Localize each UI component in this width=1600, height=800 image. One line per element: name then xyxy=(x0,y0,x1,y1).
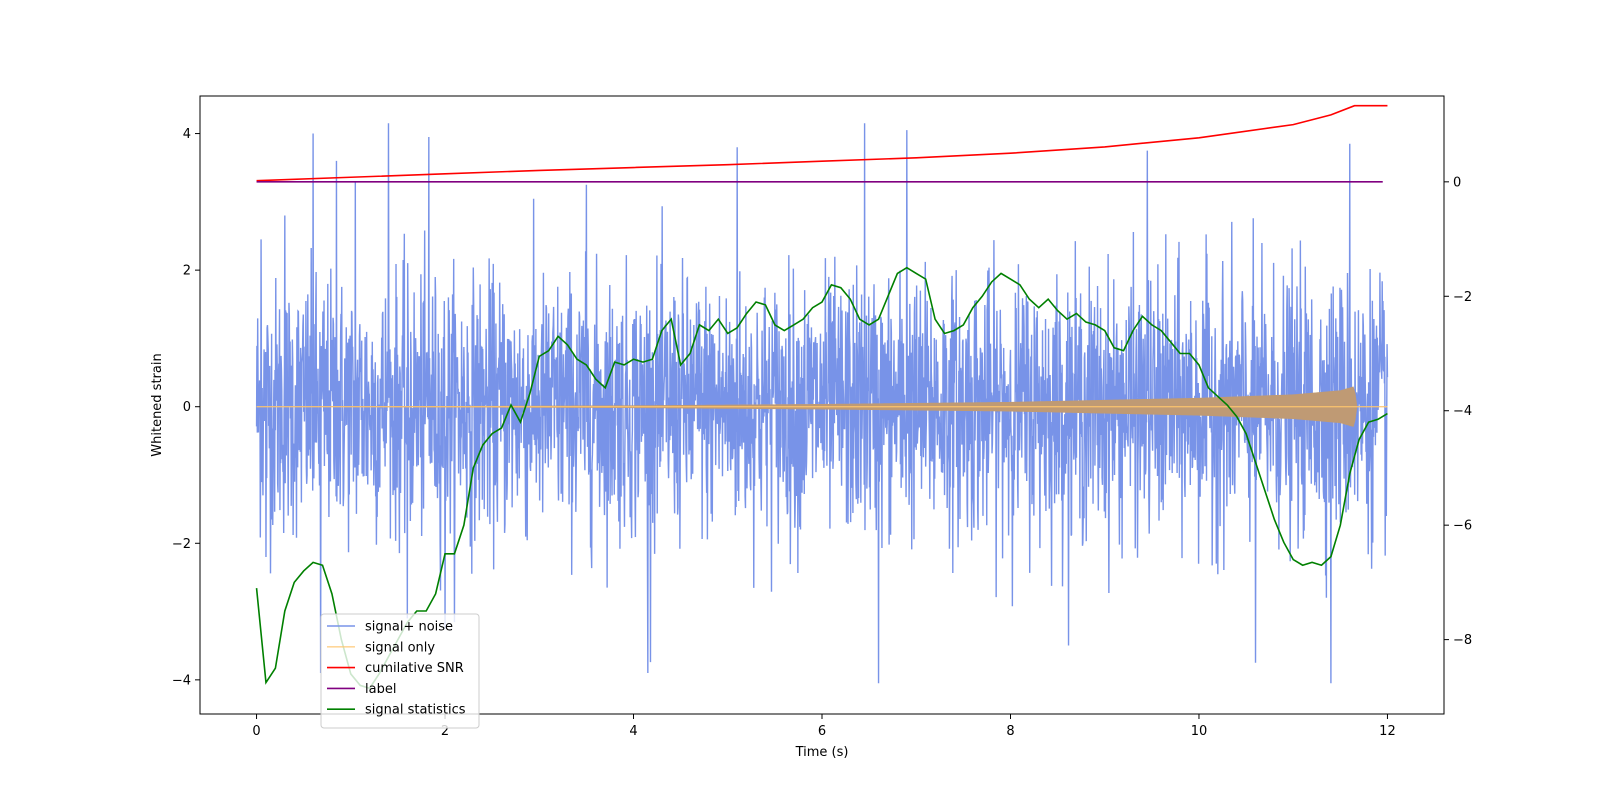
y-axis-right: −8 −6 −4 −2 0 xyxy=(1444,175,1472,648)
legend-label-signal-statistics: signal statistics xyxy=(365,703,466,718)
x-tick-label: 4 xyxy=(629,724,637,739)
y-tick-label: −2 xyxy=(172,537,191,552)
plot-area xyxy=(255,104,1389,690)
x-tick-label: 12 xyxy=(1379,724,1396,739)
series-signal-statistics xyxy=(255,266,1388,690)
legend-box xyxy=(320,613,480,729)
series-cumilative-snr xyxy=(256,104,1388,182)
y2-tick-label: 0 xyxy=(1453,175,1461,190)
y-tick-label: 2 xyxy=(183,264,191,279)
x-tick-label: 0 xyxy=(252,724,260,739)
legend-label-signal-only: signal only xyxy=(365,640,435,655)
x-axis: 0 2 4 6 8 10 12 xyxy=(252,714,1396,739)
y2-tick-label: −6 xyxy=(1453,519,1472,534)
legend-label-label: label xyxy=(365,682,396,697)
y-tick-label: −4 xyxy=(172,673,191,688)
y-axis-left: −4 −2 0 2 4 xyxy=(172,127,200,688)
y2-tick-label: −8 xyxy=(1453,633,1472,648)
y2-tick-label: −2 xyxy=(1453,290,1472,305)
y-axis-label: Whitened strain xyxy=(150,353,165,456)
x-tick-label: 2 xyxy=(441,724,449,739)
legend-label-signal-noise: signal+ noise xyxy=(365,620,453,635)
x-axis-label: Time (s) xyxy=(795,745,849,760)
y-tick-label: 4 xyxy=(183,127,191,142)
x-tick-label: 6 xyxy=(818,724,826,739)
y2-tick-label: −4 xyxy=(1453,404,1472,419)
legend: signal+ noise signal only cumilative SNR la… xyxy=(320,613,480,729)
y-tick-label: 0 xyxy=(183,400,191,415)
x-tick-label: 10 xyxy=(1191,724,1208,739)
x-tick-label: 8 xyxy=(1006,724,1014,739)
legend-label-cumilative-snr: cumilative SNR xyxy=(365,661,464,676)
